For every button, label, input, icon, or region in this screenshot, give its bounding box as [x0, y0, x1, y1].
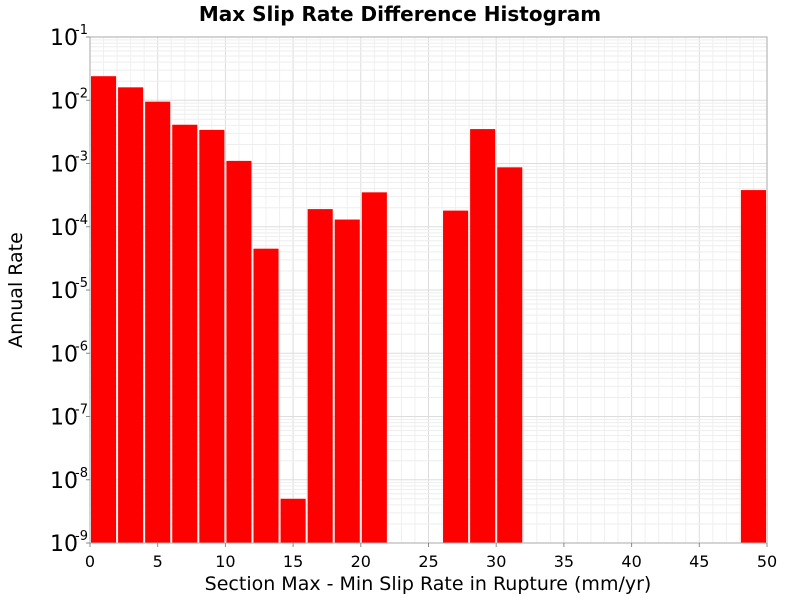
y-tick-exponent: -2	[75, 86, 88, 101]
histogram-bar	[740, 190, 766, 544]
histogram-bar	[253, 248, 279, 543]
y-tick-base: 10	[50, 279, 78, 304]
histogram-bar	[443, 210, 469, 544]
bars	[91, 76, 766, 544]
y-tick-base: 10	[50, 469, 78, 494]
y-tick-exponent: -5	[75, 276, 88, 291]
chart-title: Max Slip Rate Difference Histogram	[199, 2, 601, 26]
histogram-bar	[470, 129, 496, 543]
y-tick-label: 10-1	[50, 23, 88, 51]
histogram-bar	[226, 160, 252, 544]
y-tick-base: 10	[50, 342, 78, 367]
y-tick-exponent: -1	[75, 23, 88, 38]
y-tick-label: 10-2	[50, 86, 88, 114]
x-tick-label: 45	[689, 552, 709, 571]
y-tick-label: 10-6	[50, 339, 88, 367]
x-tick-label: 20	[351, 552, 371, 571]
x-tick-label: 15	[283, 552, 303, 571]
y-tick-exponent: -8	[75, 466, 88, 481]
y-tick-label: 10-3	[50, 150, 88, 178]
histogram-bar	[145, 101, 171, 543]
histogram-bar	[199, 129, 225, 543]
y-tick-exponent: -4	[75, 213, 88, 228]
y-tick-base: 10	[50, 26, 78, 51]
x-tick-label: 10	[215, 552, 235, 571]
x-tick-label: 0	[85, 552, 95, 571]
histogram-bar	[280, 498, 306, 543]
y-tick-exponent: -3	[75, 150, 88, 165]
y-tick-label: 10-5	[50, 276, 88, 304]
y-tick-exponent: -7	[75, 403, 88, 418]
histogram-bar	[172, 124, 198, 543]
histogram-bar	[497, 167, 523, 543]
x-tick-label: 40	[621, 552, 641, 571]
histogram-bar	[334, 219, 360, 543]
histogram-bar	[307, 209, 333, 543]
y-tick-base: 10	[50, 153, 78, 178]
x-tick-label: 25	[418, 552, 438, 571]
histogram-bar	[361, 192, 387, 543]
histogram-bar	[118, 87, 144, 543]
x-axis-label: Section Max - Min Slip Rate in Rupture (…	[205, 573, 652, 595]
y-tick-base: 10	[50, 406, 78, 431]
x-axis-ticks: 0 5 10 15 20 25 30 35 40 45 50	[85, 543, 777, 571]
y-tick-label: 10-7	[50, 403, 88, 431]
y-tick-exponent: -6	[75, 339, 88, 354]
x-tick-label: 35	[554, 552, 574, 571]
y-tick-label: 10-8	[50, 466, 88, 494]
y-tick-label: 10-9	[50, 529, 88, 557]
x-tick-label: 50	[757, 552, 777, 571]
y-tick-base: 10	[50, 216, 78, 241]
y-tick-base: 10	[50, 89, 78, 114]
y-axis-ticks: 10-110-210-310-410-510-610-710-810-9	[50, 23, 90, 557]
y-tick-label: 10-4	[50, 213, 88, 241]
y-tick-base: 10	[50, 532, 78, 557]
x-tick-label: 5	[153, 552, 163, 571]
y-axis-label: Annual Rate	[5, 232, 27, 348]
histogram-bar	[91, 76, 117, 544]
x-tick-label: 30	[486, 552, 506, 571]
y-tick-exponent: -9	[75, 529, 88, 544]
